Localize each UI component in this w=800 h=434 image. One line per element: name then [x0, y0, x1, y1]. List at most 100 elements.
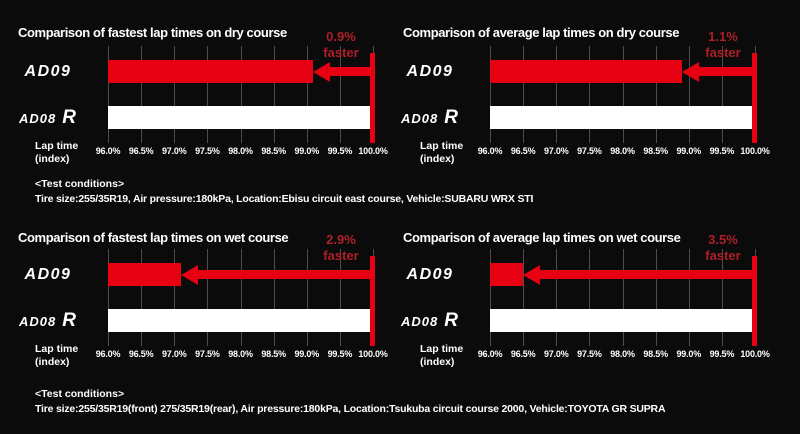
reference-line-100-percent: [752, 256, 757, 346]
chart-title: Comparison of fastest lap times on wet c…: [18, 230, 289, 245]
test-conditions-heading: <Test conditions>: [35, 178, 125, 190]
gridline: [141, 46, 143, 143]
axis-label-line1: Lap time: [35, 343, 79, 355]
bar-ad09: [108, 263, 181, 286]
axis-tick-label: 100.0%: [358, 146, 388, 156]
gridline: [240, 46, 242, 143]
axis-tick-label: 96.5%: [128, 146, 154, 156]
faster-word: faster: [323, 45, 359, 61]
gridline: [655, 46, 657, 143]
gridline: [174, 46, 176, 143]
axis-tick-label: 98.0%: [610, 146, 635, 156]
arrow-shaft: [540, 270, 757, 279]
gridline: [556, 249, 558, 346]
axis-tick-label: 97.5%: [577, 349, 602, 359]
axis-label-lap-time: Lap time (index): [35, 140, 78, 166]
axis-label-line1: Lap time: [420, 140, 464, 152]
bar-ad09: [108, 60, 314, 83]
gridline: [141, 249, 143, 346]
chart-title: Comparison of average lap times on dry c…: [403, 25, 680, 40]
gridline: [655, 249, 657, 346]
gridline: [207, 249, 209, 346]
axis-tick-label: 97.0%: [161, 146, 187, 156]
chart-title: Comparison of fastest lap times on dry c…: [18, 25, 287, 40]
faster-word: faster: [705, 45, 741, 61]
ad09-logo: AD09: [406, 63, 454, 80]
arrow-head-left-icon: [682, 61, 700, 82]
plot-area: AD09 AD08 R 3.5% faster 96.0% 96.5% 97.0% 97…: [401, 232, 770, 359]
faster-arrow: [180, 264, 375, 285]
arrow-shaft: [197, 270, 375, 279]
gridline: [108, 46, 109, 143]
faster-arrow: [523, 264, 757, 285]
chart-title: Comparison of average lap times on wet c…: [403, 230, 681, 245]
series-label-ad09: AD09: [4, 263, 92, 286]
gridline: [589, 46, 591, 143]
axis-tick-label: 99.0%: [676, 349, 702, 359]
dry-course-section: Comparison of fastest lap times on dry c…: [18, 25, 770, 205]
series-label-ad08r: AD08 R: [4, 106, 92, 130]
series-label-ad08r: AD08 R: [4, 309, 92, 333]
axis-tick-label: 99.0%: [676, 146, 702, 156]
gridline: [339, 46, 341, 143]
axis-tick-label: 97.0%: [543, 146, 569, 156]
x-axis-ticks: 96.0% 96.5% 97.0% 97.5% 98.0% 98.5% 99.0% 99.5%…: [96, 349, 388, 361]
faster-percent: 0.9%: [326, 29, 356, 44]
gridline: [108, 249, 109, 346]
arrow-head-left-icon: [313, 61, 331, 82]
gridline: [721, 249, 723, 346]
test-conditions-text: Tire size:255/35R19, Air pressure:180kPa…: [35, 193, 534, 205]
axis-tick-label: 99.5%: [709, 146, 735, 156]
axis-tick-label: 97.0%: [161, 349, 187, 359]
axis-tick-label: 97.5%: [195, 349, 220, 359]
gridline: [589, 249, 591, 346]
ad09-logo: AD09: [24, 63, 72, 80]
faster-percent: 3.5%: [708, 232, 738, 247]
faster-annotation: 2.9% faster: [312, 232, 370, 265]
faster-word: faster: [705, 248, 741, 264]
faster-annotation: 0.9% faster: [312, 29, 370, 62]
gridline: [721, 46, 723, 143]
axis-label-lap-time: Lap time (index): [420, 343, 463, 369]
axis-label-line2: (index): [35, 153, 70, 166]
series-label-ad09: AD09: [386, 60, 474, 83]
axis-tick-label: 100.0%: [740, 146, 770, 156]
chart-fastest-wet: Comparison of fastest lap times on wet c…: [0, 217, 400, 434]
axis-tick-label: 100.0%: [740, 349, 770, 359]
arrow-shaft: [699, 67, 757, 76]
axis-tick-label: 96.0%: [477, 146, 503, 156]
reference-line-100-percent: [752, 53, 757, 143]
ad08-logo: AD08: [19, 314, 57, 329]
wet-course-section: Comparison of fastest lap times on wet c…: [0, 217, 800, 434]
test-conditions-heading: <Test conditions>: [35, 388, 125, 400]
plot-area: AD09 AD08 R 0.9% faster 96.0% 96.5% 97.0% 97…: [19, 29, 388, 156]
ad08-logo: AD08: [19, 111, 57, 126]
gridline: [306, 46, 308, 143]
reference-line-100-percent: [370, 256, 375, 346]
axis-tick-label: 96.0%: [477, 349, 503, 359]
faster-percent: 1.1%: [708, 29, 738, 44]
gridline: [688, 249, 690, 346]
axis-tick-label: 98.5%: [261, 146, 286, 156]
gridline: [490, 46, 491, 143]
gridline: [207, 46, 209, 143]
gridline: [523, 249, 525, 346]
axis-tick-label: 97.5%: [195, 146, 220, 156]
axis-label-line2: (index): [420, 356, 455, 369]
gridline: [306, 249, 308, 346]
faster-annotation: 1.1% faster: [694, 29, 752, 62]
gridline: [490, 249, 491, 346]
axis-tick-label: 98.0%: [610, 349, 635, 359]
gridline: [688, 46, 690, 143]
series-label-ad08r: AD08 R: [386, 309, 474, 333]
ad08-logo: AD08: [401, 314, 439, 329]
test-conditions-wet: <Test conditions> Tire size:255/35R19(fr…: [35, 388, 666, 415]
axis-tick-label: 97.5%: [577, 146, 602, 156]
plot-area: AD09 AD08 R 1.1% faster 96.0% 96.5% 97.0% 97…: [401, 29, 770, 156]
gridline: [622, 249, 624, 346]
axis-tick-label: 100.0%: [358, 349, 388, 359]
gridline: [556, 46, 558, 143]
axis-tick-label: 96.5%: [128, 349, 154, 359]
axis-label-line2: (index): [35, 356, 70, 369]
bar-ad08r: [490, 106, 755, 129]
